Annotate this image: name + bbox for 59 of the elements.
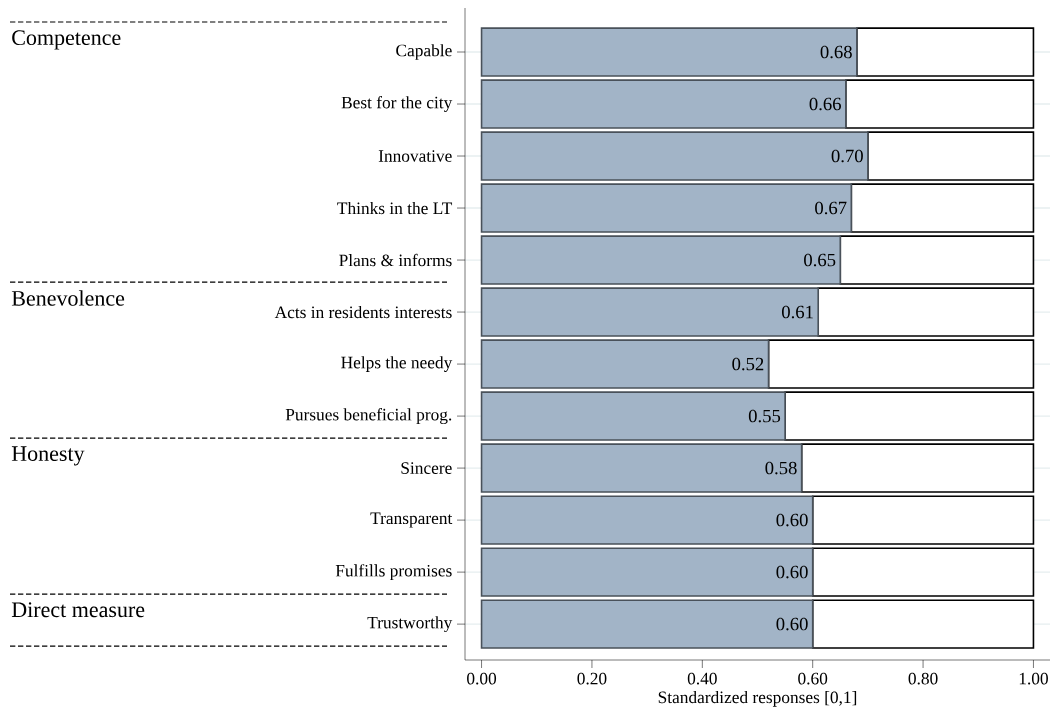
bar: [480, 131, 869, 181]
x-tick-label: 0.00: [467, 672, 497, 685]
data-label: 0.67: [815, 201, 847, 215]
bar: [811, 495, 1035, 545]
bar: [767, 339, 1035, 389]
bar: [480, 391, 786, 441]
bar: [480, 547, 814, 597]
bar: [480, 495, 814, 545]
y-tick-label: Best for the city: [341, 96, 453, 112]
text: Benevolence: [11, 290, 125, 306]
bar: [811, 547, 1035, 597]
bar: [784, 391, 1035, 441]
text: Competence: [12, 30, 121, 50]
y-tick-label: Thinks in the LT: [337, 201, 453, 215]
bar: [867, 131, 1035, 181]
data-label: 0.66: [809, 97, 841, 111]
x-tick-label: 0.60: [798, 672, 828, 685]
x-tick-label: 0.80: [908, 672, 938, 685]
bar: [480, 183, 853, 233]
bar: [480, 443, 803, 493]
data-label: 0.68: [820, 45, 852, 59]
data-label: 0.61: [782, 305, 813, 319]
bar: [817, 287, 1035, 337]
data-label: 0.60: [776, 617, 808, 631]
y-tick-label: Sincere: [401, 462, 452, 474]
data-label: 0.70: [831, 149, 863, 163]
x-tick-label: 0.20: [577, 672, 607, 685]
y-tick-label: Acts in residents interests: [274, 305, 452, 319]
bar: [480, 287, 820, 337]
y-tick-label: Fulfills promises: [335, 564, 452, 581]
bar: [480, 27, 858, 77]
data-label: 0.60: [776, 565, 808, 579]
data-label: 0.60: [776, 513, 808, 527]
x-tick-label: 1.00: [1019, 672, 1048, 685]
bar: [480, 339, 770, 389]
y-tick-label: Plans & informs: [339, 253, 452, 267]
bar: [480, 79, 847, 129]
x-tick-label: 0.40: [687, 672, 717, 685]
bar: [480, 599, 814, 649]
y-tick-label: Capable: [396, 44, 452, 60]
y-tick-label: Pursues beneficial prog.: [285, 408, 452, 425]
bar: [800, 443, 1035, 493]
text: Direct measure: [11, 602, 145, 618]
data-label: 0.58: [765, 461, 797, 475]
x-axis-title: Standardized responses [0,1]: [658, 690, 857, 707]
text: Honesty: [11, 446, 85, 466]
y-tick-label: Innovative: [378, 150, 452, 162]
bar: [850, 183, 1035, 233]
bar: [856, 27, 1035, 77]
data-label: 0.55: [748, 409, 781, 423]
y-tick-label: Helps the needy: [341, 356, 453, 372]
bar: [845, 79, 1035, 129]
bar: [480, 235, 842, 285]
data-label: 0.52: [732, 357, 764, 371]
bar: [839, 235, 1035, 285]
data-label: 0.65: [804, 253, 836, 267]
y-tick-label: Trustworthy: [367, 616, 453, 633]
bar: [811, 599, 1035, 649]
y-tick-label: Transparent: [370, 512, 453, 528]
